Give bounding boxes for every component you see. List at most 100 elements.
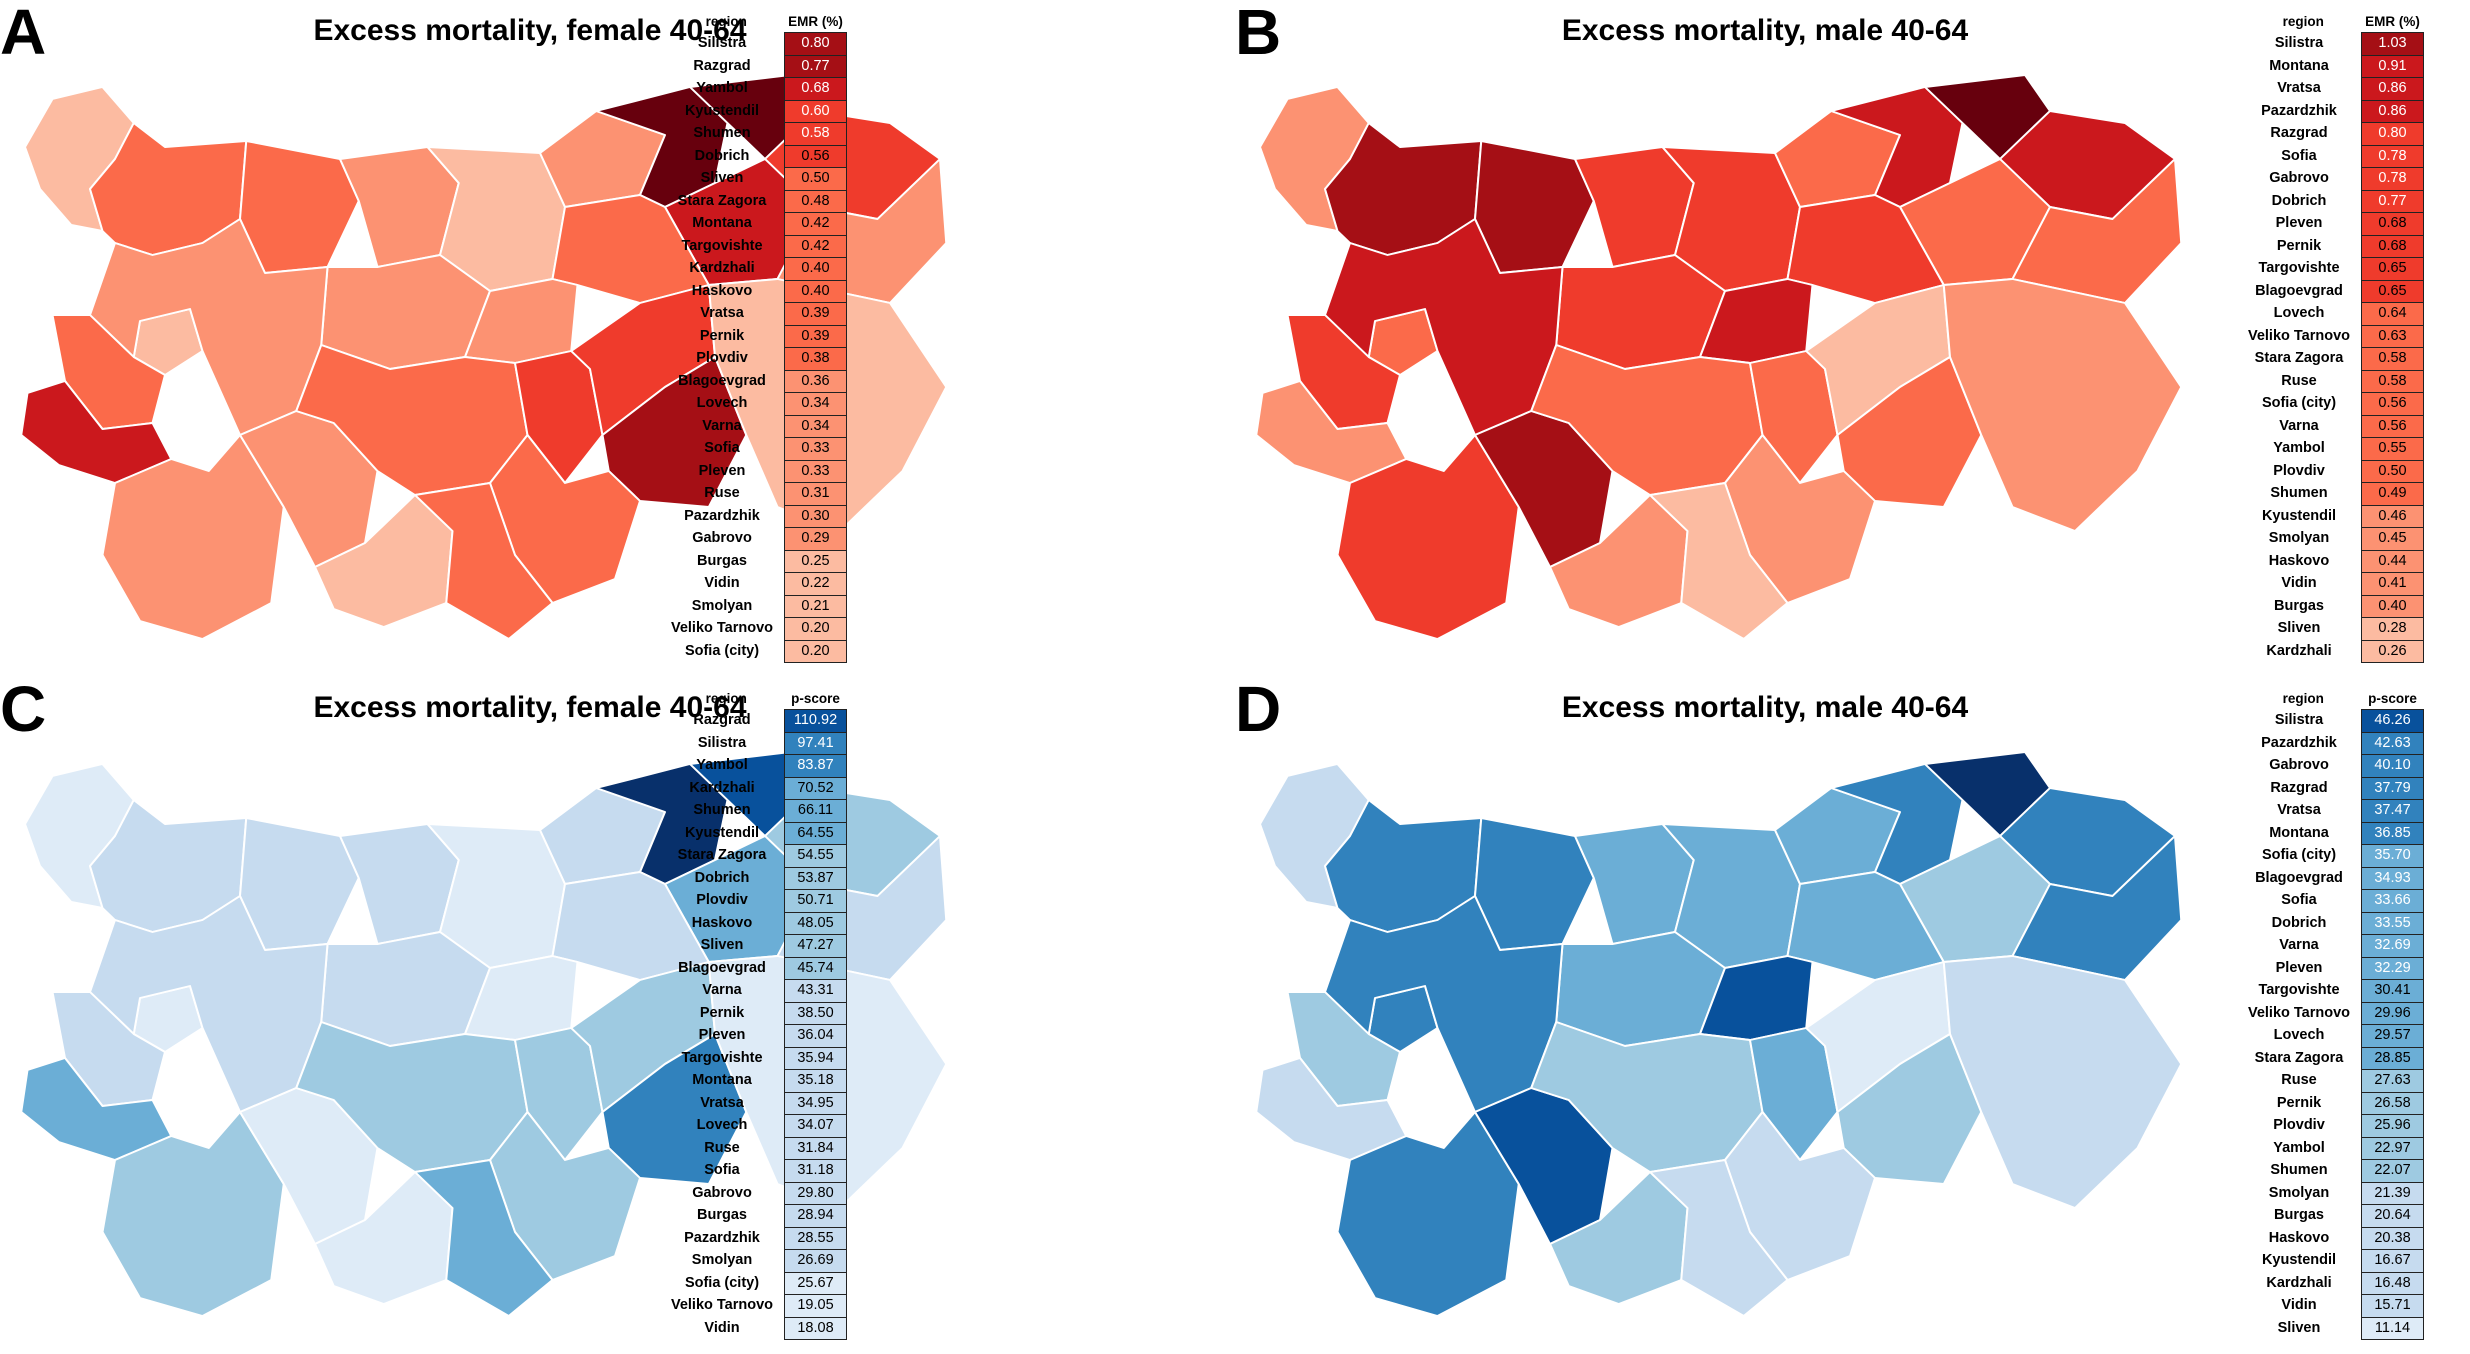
region-value: 0.58: [2361, 347, 2424, 371]
region-value: 0.26: [2361, 639, 2424, 663]
region-value: 50.71: [784, 889, 847, 913]
region-name: Sofia: [2281, 892, 2317, 909]
region-value: 31.84: [784, 1136, 847, 1160]
region-name: Gabrovo: [692, 530, 752, 547]
region-name: Sliven: [700, 170, 744, 187]
region-name: Shumen: [693, 802, 751, 819]
region-name: Stara Zagora: [677, 192, 767, 209]
region-name: Kardzhali: [2266, 642, 2332, 659]
table-row: Pazardzhik 0.86: [2245, 99, 2424, 123]
region-value: 0.50: [784, 167, 847, 191]
table-header-value: EMR (%): [2365, 14, 2420, 29]
table-row: Veliko Tarnovo 19.05: [668, 1294, 847, 1318]
table-row: Varna 0.34: [668, 414, 847, 438]
region-value: 47.27: [784, 934, 847, 958]
table-row: Montana 36.85: [2245, 821, 2424, 845]
ranking-table: region p-score Razgrad 110.92 Silistra 97.4…: [668, 689, 847, 1340]
table-row: Burgas 0.40: [2245, 594, 2424, 618]
table-row: Targovishte 0.65: [2245, 257, 2424, 281]
table-row: Smolyan 0.21: [668, 594, 847, 618]
region-name: Plovdiv: [696, 350, 748, 367]
region-value: 0.64: [2361, 302, 2424, 326]
region-value: 34.95: [784, 1091, 847, 1115]
table-row: Blagoevgrad 0.65: [2245, 279, 2424, 303]
region-name: Veliko Tarnovo: [2247, 1004, 2351, 1021]
region-name: Veliko Tarnovo: [670, 1297, 774, 1314]
region-name: Stara Zagora: [2254, 350, 2344, 367]
table-row: Kardzhali 70.52: [668, 776, 847, 800]
table-row: Kyustendil 0.46: [2245, 504, 2424, 528]
choropleth-map: [1255, 751, 2183, 1317]
table-row: Sofia (city) 0.56: [2245, 392, 2424, 416]
region-value: 0.55: [2361, 437, 2424, 461]
ranking-table: region EMR (%) Silistra 0.80 Razgrad 0.77 Ya…: [668, 12, 847, 663]
table-row: Dobrich 53.87: [668, 866, 847, 890]
region-name: Veliko Tarnovo: [670, 620, 774, 637]
table-row: Silistra 97.41: [668, 731, 847, 755]
region-name: Pleven: [698, 1027, 746, 1044]
region-value: 0.39: [784, 324, 847, 348]
table-row: Silistra 0.80: [668, 32, 847, 56]
choropleth-map: [20, 751, 948, 1317]
region-name: Silistra: [2274, 712, 2324, 729]
table-row: Sofia 31.18: [668, 1159, 847, 1183]
region-name: Pernik: [699, 1004, 745, 1021]
panel-title: Excess mortality, male 40-64: [1561, 14, 1969, 47]
region-value: 0.46: [2361, 504, 2424, 528]
region-name: Sliven: [2277, 1319, 2321, 1336]
region-name: Dobrich: [2271, 192, 2327, 209]
region-name: Burgas: [2274, 597, 2324, 614]
region-kardzhali: [1649, 1159, 1789, 1317]
choropleth-map: [1255, 74, 2183, 640]
region-value: 0.68: [2361, 212, 2424, 236]
region-value: 0.86: [2361, 77, 2424, 101]
region-value: 48.05: [784, 911, 847, 935]
table-row: Razgrad 0.77: [668, 54, 847, 78]
table-row: Vratsa 34.95: [668, 1091, 847, 1115]
table-header-value: p-score: [791, 691, 840, 706]
region-value: 0.68: [2361, 234, 2424, 258]
region-name: Dobrich: [2271, 914, 2327, 931]
region-value: 0.40: [784, 279, 847, 303]
table-row: Targovishte 30.41: [2245, 979, 2424, 1003]
region-value: 0.56: [2361, 392, 2424, 416]
region-name: Plovdiv: [2273, 462, 2325, 479]
region-name: Kyustendil: [2261, 507, 2337, 524]
panel-d: D Excess mortality, male 40-64 region p-…: [1235, 677, 2470, 1354]
panel-b: B Excess mortality, male 40-64 region EM…: [1235, 0, 2470, 677]
region-name: Silistra: [2274, 35, 2324, 52]
region-value: 21.39: [2361, 1181, 2424, 1205]
table-row: Plovdiv 25.96: [2245, 1114, 2424, 1138]
region-name: Targovishte: [681, 237, 763, 254]
region-name: Ruse: [704, 485, 740, 502]
table-row: Montana 35.18: [668, 1069, 847, 1093]
region-kardzhali: [414, 1159, 554, 1317]
region-value: 0.45: [2361, 527, 2424, 551]
region-name: Lovech: [2273, 1027, 2325, 1044]
table-row: Vratsa 0.39: [668, 302, 847, 326]
region-value: 0.34: [784, 414, 847, 438]
region-value: 40.10: [2361, 754, 2424, 778]
region-value: 0.78: [2361, 144, 2424, 168]
table-row: Shumen 66.11: [668, 799, 847, 823]
table-row: Dobrich 33.55: [2245, 911, 2424, 935]
table-row: Sliven 47.27: [668, 934, 847, 958]
table-row: Haskovo 0.44: [2245, 549, 2424, 573]
region-name: Gabrovo: [2269, 170, 2329, 187]
table-row: Sliven 0.28: [2245, 617, 2424, 641]
region-name: Lovech: [2273, 305, 2325, 322]
region-value: 22.97: [2361, 1136, 2424, 1160]
table-row: Montana 0.42: [668, 212, 847, 236]
table-row: Sofia 0.33: [668, 437, 847, 461]
table-row: Veliko Tarnovo 0.63: [2245, 324, 2424, 348]
region-name: Montana: [692, 1072, 752, 1089]
table-row: Pernik 0.39: [668, 324, 847, 348]
region-name: Stara Zagora: [677, 847, 767, 864]
region-name: Sofia: [2281, 147, 2317, 164]
region-name: Vidin: [2281, 575, 2317, 592]
region-name: Sliven: [700, 937, 744, 954]
region-value: 0.42: [784, 212, 847, 236]
region-name: Blagoevgrad: [678, 959, 766, 976]
region-value: 0.40: [784, 257, 847, 281]
region-name: Vratsa: [2277, 802, 2321, 819]
